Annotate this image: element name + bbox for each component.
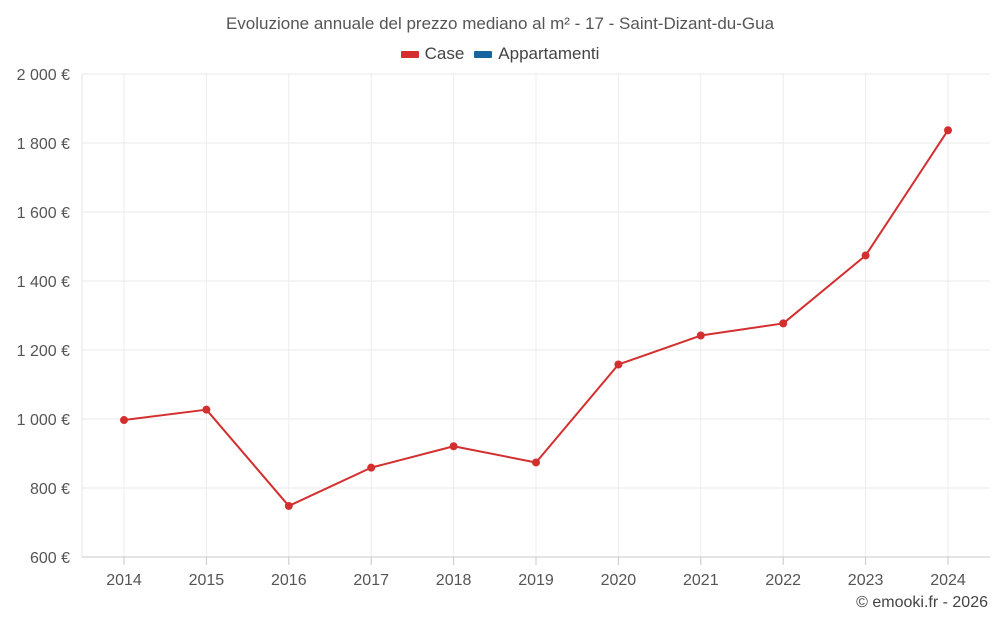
data-point[interactable] [614,360,623,369]
data-point[interactable] [696,331,705,340]
x-tick-label: 2017 [353,572,389,589]
x-tick-label: 2016 [271,572,307,589]
x-tick-label: 2022 [765,572,801,589]
data-point[interactable] [367,463,376,472]
data-point[interactable] [779,319,788,328]
y-tick-label: 2 000 € [17,67,70,84]
data-point[interactable] [861,251,870,260]
x-tick-label: 2015 [189,572,225,589]
legend-swatch-appartamenti [474,50,493,58]
y-tick-label: 1 600 € [17,205,70,222]
data-point[interactable] [120,416,128,425]
legend-label-appartamenti: Appartamenti [498,44,600,63]
x-tick-label: 2014 [106,572,142,589]
x-tick-label: 2020 [601,572,637,589]
data-point[interactable] [449,442,458,451]
data-point[interactable] [284,501,293,510]
y-tick-label: 1 400 € [17,274,70,291]
x-tick-label: 2019 [518,572,554,589]
y-tick-label: 1 200 € [17,343,70,360]
x-tick-label: 2021 [683,572,719,589]
data-point[interactable] [532,458,540,467]
x-tick-label: 2018 [436,572,472,589]
x-tick-label: 2024 [930,572,966,589]
data-point[interactable] [944,126,952,135]
legend-swatch-case [400,50,419,58]
legend-item-case[interactable]: Case [400,44,465,64]
grid [82,73,990,557]
chart-title: Evoluzione annuale del prezzo mediano al… [225,14,775,33]
legend: Case Appartamenti [0,44,1000,64]
legend-label-case: Case [424,44,465,63]
y-tick-label: 800 € [30,481,70,498]
data-point[interactable] [202,405,211,414]
series [120,126,952,510]
y-tick-label: 1 000 € [17,412,70,429]
legend-item-appartamenti[interactable]: Appartamenti [474,44,599,64]
y-tick-label: 600 € [30,550,70,567]
axes: 600 € 800 € 1 000 € 1 200 € 1 400 € 1 600 € 1 … [17,67,990,589]
y-tick-label: 1 800 € [17,136,70,153]
x-tick-label: 2023 [848,572,884,589]
credit: © emooki.fr - 2026 [856,594,988,611]
